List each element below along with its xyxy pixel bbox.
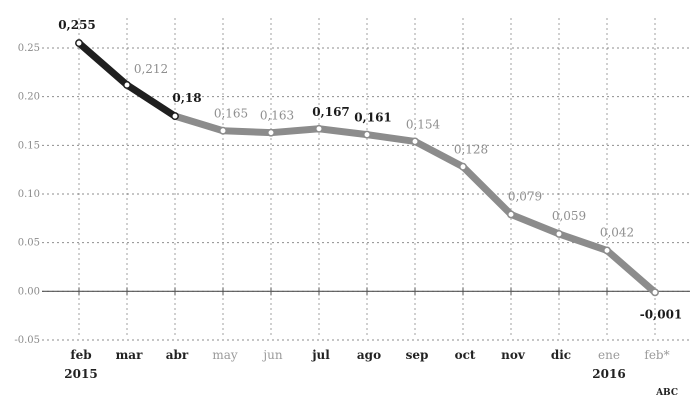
data-point: [555, 229, 563, 238]
x-tick-label: jul: [311, 348, 330, 362]
data-label: -0,001: [640, 307, 683, 321]
x-tick-label: ago: [357, 348, 381, 362]
x-tick-label: abr: [166, 348, 189, 362]
data-point: [603, 246, 611, 255]
data-label: 0,212: [134, 62, 168, 76]
x-tick-label: sep: [406, 348, 429, 362]
data-label: 0,128: [454, 143, 488, 157]
data-label: 0,059: [552, 209, 586, 223]
y-tick-label: 0.20: [18, 92, 40, 103]
data-point: [219, 126, 227, 135]
y-tick-label: 0.10: [18, 189, 40, 200]
data-point: [315, 124, 323, 133]
data-point: [651, 288, 659, 297]
data-point: [459, 162, 467, 171]
x-tick-label: oct: [455, 348, 476, 362]
x-tick-label: dic: [551, 348, 571, 362]
x-tick-label: ene: [598, 348, 620, 362]
data-labels: 0,255 0,212 0,18 0,165 0,163 0,167 0,161 0,154 0…: [58, 18, 682, 321]
x-tick-label: may: [212, 348, 238, 362]
x-tick-label: mar: [116, 348, 143, 362]
data-point: [507, 210, 515, 219]
x-tick-label: jun: [261, 348, 282, 362]
x-tick-label: feb*: [644, 348, 669, 362]
source-credit: ABC: [655, 388, 678, 398]
y-tick-label: 0.00: [18, 286, 40, 297]
data-point: [123, 81, 131, 89]
data-point: [267, 128, 275, 137]
y-tick-label: 0.15: [18, 140, 40, 151]
x-tick-label: feb: [70, 348, 91, 362]
data-label: 0,167: [312, 105, 350, 119]
data-label: 0,18: [172, 91, 201, 105]
data-point: [363, 130, 371, 139]
data-label: 0,165: [214, 107, 248, 121]
data-label: 0,255: [58, 18, 96, 32]
x-tick-sublabel: 2015: [64, 367, 97, 381]
data-point: [411, 137, 419, 146]
x-axis-ticks: feb 2015 mar abr may jun jul ago sep oct nov dic ene…: [64, 348, 669, 381]
y-tick-label: -0.05: [14, 335, 40, 346]
data-label: 0,163: [260, 109, 294, 123]
y-axis-ticks: 0.25 0.20 0.15 0.10 0.05 0.00 -0.05: [14, 43, 40, 346]
x-tick-sublabel: 2016: [592, 367, 625, 381]
data-point: [75, 39, 83, 48]
data-label: 0,079: [508, 189, 542, 203]
y-tick-label: 0.25: [18, 43, 40, 54]
data-points: [75, 39, 659, 297]
data-label: 0,042: [600, 225, 634, 239]
data-label: 0,154: [406, 117, 441, 131]
x-tick-label: nov: [501, 348, 526, 362]
data-point: [171, 112, 179, 121]
y-tick-label: 0.05: [18, 238, 40, 249]
x-axis: [42, 287, 690, 296]
data-label: 0,161: [354, 111, 392, 125]
